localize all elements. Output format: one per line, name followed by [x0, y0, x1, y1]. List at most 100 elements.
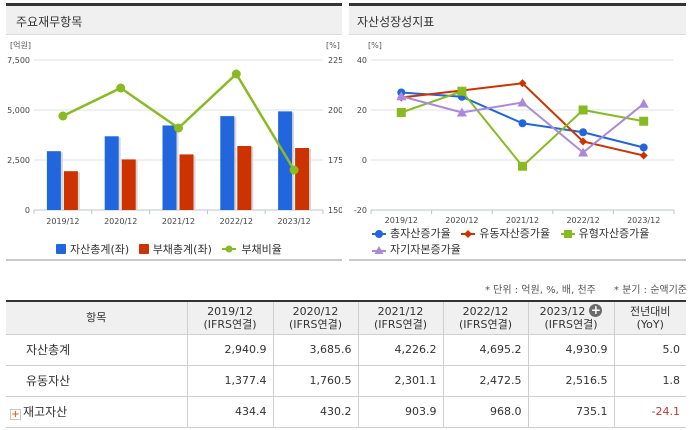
asset-growth-chart: [%]40 20 0 -20 2019/12 2020/12 2021/12 2022/12 2…: [354, 41, 675, 225]
unit-notes: * 단위 : 억원, %, 배, 천주 * 분기 : 순액기준: [467, 281, 687, 296]
x-tick: 2020/12: [104, 217, 137, 226]
cell-value: 735.1: [528, 396, 615, 428]
main-financials-title: 주요재무항목: [6, 3, 342, 35]
cell-value: 434.4: [187, 396, 274, 428]
expand-columns-icon[interactable]: +: [589, 303, 603, 318]
data-point: [116, 83, 126, 93]
data-point: [456, 107, 467, 117]
bar: [162, 125, 177, 210]
cell-value: 968.0: [443, 396, 529, 428]
panel-divider: [349, 259, 686, 261]
y-tick: 0: [362, 156, 367, 165]
panel-divider: [6, 259, 342, 261]
main-financials-legend: 자산총계(좌) 부채총계(좌) 부채비율: [56, 241, 288, 257]
data-point: [639, 151, 648, 160]
x-tick: 2019/12: [385, 216, 418, 225]
header-2022: 2022/12 (IFRS연결): [443, 301, 529, 335]
data-point: [174, 123, 183, 133]
data-point: [579, 128, 588, 137]
data-point: [518, 79, 527, 88]
legend-item-tangible-asset-growth[interactable]: 유형자산증가율: [560, 227, 649, 241]
table-row: + 재고자산 434.4 430.2 903.9 968.0 735.1 -24.…: [6, 396, 686, 428]
legend-swatch-icon: [56, 244, 66, 254]
y-right-tick: 225: [328, 56, 342, 65]
bar: [63, 171, 78, 210]
triangle-marker-icon: [372, 246, 386, 254]
y-right-tick: 175: [328, 156, 342, 165]
header-item: 항목: [6, 301, 188, 335]
data-point: [396, 91, 407, 101]
legend-item-total-liabilities[interactable]: 부채총계(좌): [138, 241, 212, 257]
cell-yoy: 1.8: [614, 365, 686, 397]
x-tick: 2022/12: [566, 216, 599, 225]
data-point: [58, 111, 68, 121]
cell-yoy: -24.1: [614, 396, 686, 428]
y-right-tick: 150: [328, 206, 342, 215]
x-tick: 2019/12: [46, 217, 79, 226]
legend-item-equity-growth[interactable]: 자기자본증가율: [371, 243, 461, 257]
legend-swatch-icon: [138, 244, 149, 254]
y-left-tick: 5,000: [7, 106, 30, 115]
x-tick: 2022/12: [220, 217, 253, 226]
asset-growth-legend: 총자산증가율 유동자산증가율 유형자산증가율 자기자본증가율: [371, 227, 691, 259]
header-2019: 2019/12 (IFRS연결): [187, 301, 274, 335]
legend-item-total-assets[interactable]: 자산총계(좌): [56, 241, 129, 257]
data-point: [579, 137, 588, 146]
table-row: 유동자산 1,377.4 1,760.5 2,301.1 2,472.5 2,5…: [6, 365, 686, 397]
circle-marker-icon: [372, 230, 386, 238]
y-left-tick: 2,500: [7, 156, 30, 165]
y-left-unit: [억원]: [10, 40, 31, 50]
legend-item-debt-ratio[interactable]: 부채비율: [221, 241, 282, 257]
x-tick: 2021/12: [506, 216, 539, 225]
asset-growth-panel: 자산성장성지표 [%] 40 20 0 -20 2019/12 2020/12 2021/12…: [349, 3, 686, 261]
square-marker-icon: [560, 230, 575, 238]
data-point: [639, 143, 648, 152]
x-tick: 2023/12: [627, 216, 660, 225]
y-left-tick: 0: [25, 206, 30, 215]
legend-item-total-asset-growth[interactable]: 총자산증가율: [371, 227, 451, 241]
y-tick: -20: [354, 206, 367, 215]
cell-value: 2,472.5: [443, 365, 529, 397]
row-label-expandable[interactable]: + 재고자산: [6, 396, 188, 428]
line-dot-icon: [222, 245, 237, 253]
row-label: 자산총계: [6, 334, 188, 366]
data-point: [518, 161, 527, 171]
y-unit: [%]: [368, 41, 382, 50]
y-right-unit: [%]: [326, 41, 340, 50]
y-left-tick: 7,500: [7, 56, 30, 65]
cell-value: 1,760.5: [273, 365, 359, 397]
bar: [295, 148, 310, 210]
bar: [220, 116, 235, 210]
data-point: [578, 147, 589, 157]
cell-value: 2,940.9: [187, 334, 274, 366]
data-point: [289, 165, 299, 175]
x-tick: 2021/12: [162, 217, 195, 226]
data-point: [578, 105, 588, 115]
diamond-marker-icon: [461, 230, 476, 238]
asset-growth-title: 자산성장성지표: [349, 3, 686, 35]
expand-row-icon[interactable]: +: [10, 409, 21, 420]
bar: [179, 154, 194, 210]
cell-value: 2,516.5: [528, 365, 615, 397]
row-label: 유동자산: [6, 365, 188, 397]
x-tick: 2023/12: [277, 217, 310, 226]
cell-value: 1,377.4: [187, 365, 274, 397]
legend-item-current-asset-growth[interactable]: 유동자산증가율: [460, 227, 550, 241]
cell-value: 903.9: [358, 396, 444, 428]
bar: [237, 146, 252, 210]
cell-value: 430.2: [273, 396, 359, 428]
data-point: [638, 98, 649, 108]
data-point: [231, 69, 241, 79]
quarter-note: * 분기 : 순액기준: [613, 285, 687, 296]
x-tick: 2020/12: [445, 216, 478, 225]
cell-value: 3,685.6: [273, 334, 359, 366]
cell-value: 4,226.2: [358, 334, 444, 366]
cell-value: 4,695.2: [443, 334, 529, 366]
data-point: [518, 119, 527, 128]
y-tick: 20: [357, 106, 367, 115]
bar: [104, 136, 119, 210]
cell-value: 2,301.1: [358, 365, 444, 397]
y-right-tick: 200: [328, 106, 342, 115]
bar: [46, 151, 61, 210]
header-2023: 2023/12 + (IFRS연결): [528, 301, 615, 335]
